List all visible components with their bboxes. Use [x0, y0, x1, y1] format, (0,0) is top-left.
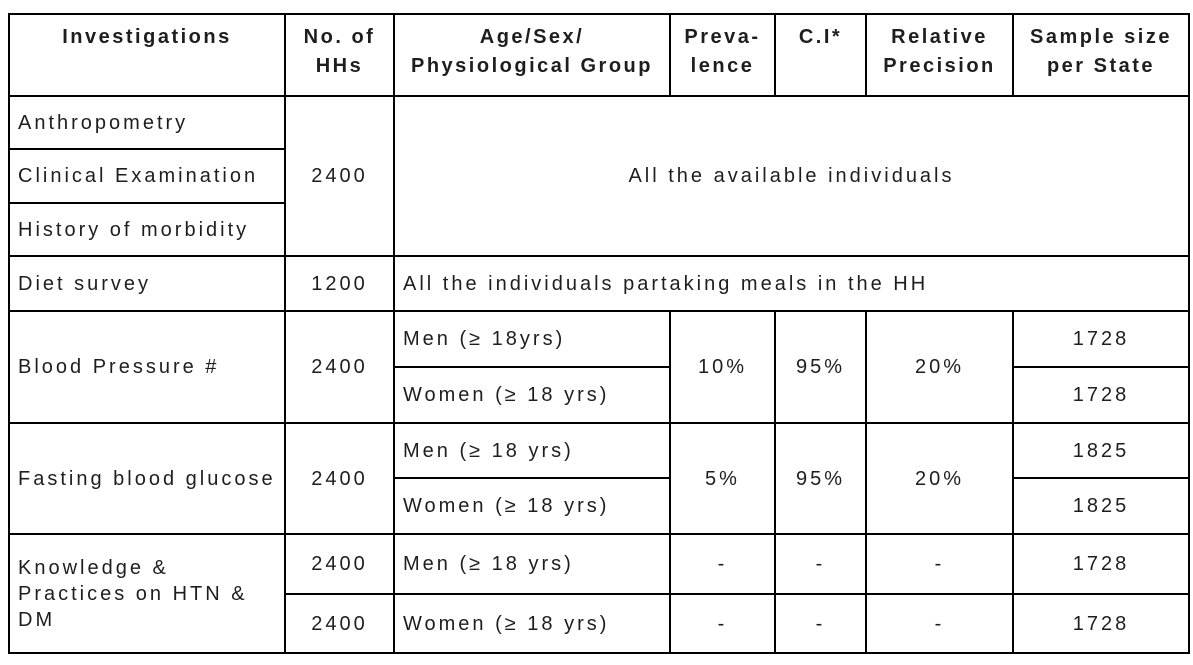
col-header-sample-size-per-state: Sample size per State	[1012, 13, 1190, 97]
cell-prevalence-blood-pressure: 10%	[669, 310, 776, 424]
cell-investigation-fasting-blood-glucose: Fasting blood glucose	[8, 422, 286, 535]
col-header-relative-precision: Relative Precision	[865, 13, 1014, 97]
col-header-investigations: Investigations	[8, 13, 286, 97]
cell-investigation-clinical-examination: Clinical Examination	[8, 148, 286, 204]
col-header-prevalence: Preva- lence	[669, 13, 776, 97]
col-header-age-sex-group: Age/Sex/ Physiological Group	[393, 13, 671, 97]
cell-relative-precision-kp-men: -	[865, 533, 1014, 595]
cell-relative-precision-blood-pressure: 20%	[865, 310, 1014, 424]
cell-hhs-fasting-blood-glucose: 2400	[284, 422, 395, 535]
cell-prevalence-kp-men: -	[669, 533, 776, 595]
cell-note-partaking-meals: All the individuals partaking meals in t…	[393, 255, 1190, 312]
cell-hhs-kp-women: 2400	[284, 593, 395, 654]
cell-prevalence-fasting-blood-glucose: 5%	[669, 422, 776, 535]
row-knowledge-practices-men: Knowledge & Practices on HTN & DM 2400 M…	[8, 533, 1190, 654]
cell-investigation-knowledge-practices: Knowledge & Practices on HTN & DM	[8, 533, 286, 654]
cell-sample-fbg-men: 1825	[1012, 422, 1190, 479]
row-fasting-glucose-women: Women (≥ 18 yrs) 1825	[9, 477, 1190, 535]
cell-group-bp-women: Women (≥ 18 yrs)	[393, 366, 671, 424]
cell-group-fbg-women: Women (≥ 18 yrs)	[393, 477, 671, 535]
cell-sample-bp-men: 1728	[1012, 310, 1190, 368]
cell-ci-kp-men: -	[774, 533, 867, 595]
survey-sampling-table: Investigations No. of HHs Age/Sex/ Physi…	[8, 13, 1190, 654]
row-blood-pressure-men: Blood Pressure # 2400 Men (≥ 18yrs) 10% …	[8, 310, 1190, 424]
cell-note-all-available-individuals: All the available individuals	[393, 95, 1190, 257]
cell-group-kp-women: Women (≥ 18 yrs)	[393, 593, 671, 654]
cell-investigation-blood-pressure: Blood Pressure #	[8, 310, 286, 424]
header-row: Investigations No. of HHs Age/Sex/ Physi…	[8, 13, 1190, 97]
cell-sample-fbg-women: 1825	[1012, 477, 1190, 535]
cell-ci-fasting-blood-glucose: 95%	[774, 422, 867, 535]
cell-relative-precision-fasting-blood-glucose: 20%	[865, 422, 1014, 535]
row-fasting-glucose-men: Fasting blood glucose 2400 Men (≥ 18 yrs…	[8, 422, 1190, 535]
cell-hhs-diet-survey: 1200	[284, 255, 395, 312]
col-header-no-of-hhs: No. of HHs	[284, 13, 395, 97]
cell-hhs-blood-pressure: 2400	[284, 310, 395, 424]
cell-group-fbg-men: Men (≥ 18 yrs)	[393, 422, 671, 479]
cell-hhs-household-investigations: 2400	[284, 95, 395, 257]
survey-sampling-table-container: Investigations No. of HHs Age/Sex/ Physi…	[8, 13, 1190, 654]
cell-group-bp-men: Men (≥ 18yrs)	[393, 310, 671, 368]
col-header-ci: C.I*	[774, 13, 867, 97]
cell-ci-kp-women: -	[774, 593, 867, 654]
row-clinical-examination: Clinical Examination	[8, 148, 1189, 204]
row-history-of-morbidity: History of morbidity	[8, 202, 1189, 257]
cell-hhs-kp-men: 2400	[284, 533, 395, 595]
row-blood-pressure-women: Women (≥ 18 yrs) 1728	[9, 366, 1190, 424]
cell-group-kp-men: Men (≥ 18 yrs)	[393, 533, 671, 595]
cell-sample-kp-women: 1728	[1012, 593, 1190, 654]
row-diet-survey: Diet survey 1200 All the individuals par…	[8, 255, 1190, 312]
row-knowledge-practices-women: 2400 Women (≥ 18 yrs) - - - 1728	[9, 593, 1190, 654]
row-anthropometry: Anthropometry 2400 All the available ind…	[8, 95, 1190, 257]
cell-investigation-diet-survey: Diet survey	[8, 255, 286, 312]
cell-sample-kp-men: 1728	[1012, 533, 1190, 595]
cell-investigation-anthropometry: Anthropometry	[8, 95, 286, 150]
cell-relative-precision-kp-women: -	[865, 593, 1014, 654]
cell-prevalence-kp-women: -	[669, 593, 776, 654]
cell-ci-blood-pressure: 95%	[774, 310, 867, 424]
cell-investigation-history-of-morbidity: History of morbidity	[8, 202, 286, 257]
cell-sample-bp-women: 1728	[1012, 366, 1190, 424]
